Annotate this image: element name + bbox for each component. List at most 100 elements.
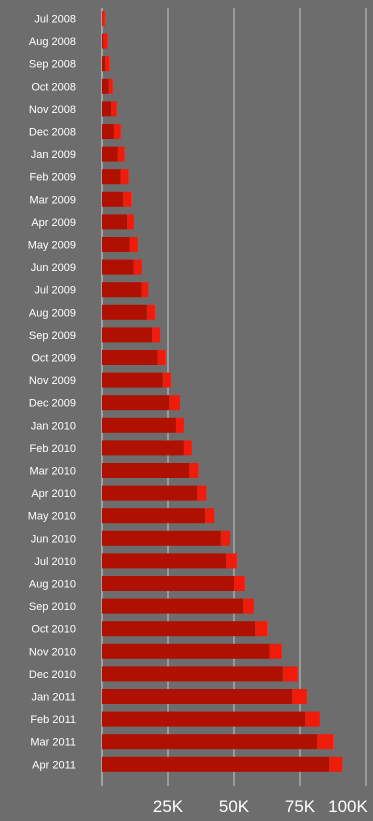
- x-tick-label: 75K: [285, 797, 316, 816]
- bar-segment-increment: [127, 214, 134, 230]
- bar-segment-main: [102, 756, 330, 772]
- bar-segment-increment: [133, 259, 142, 275]
- bar-segment-main: [102, 530, 221, 546]
- bar-segment-main: [102, 282, 142, 298]
- bar-segment-main: [102, 146, 118, 162]
- bar-segment-main: [102, 214, 128, 230]
- bar-segment-increment: [162, 372, 171, 388]
- bar-segment-main: [102, 350, 158, 365]
- bar-segment-increment: [152, 327, 161, 343]
- category-label: Jun 2009: [31, 262, 76, 274]
- bar-segment-main: [102, 666, 283, 682]
- category-label: Sep 2009: [29, 330, 76, 342]
- bar-segment-main: [102, 304, 147, 320]
- bar-segment-main: [102, 711, 306, 727]
- category-label: Sep 2010: [29, 601, 76, 613]
- category-label: Jul 2009: [34, 285, 76, 297]
- bar-segment-main: [102, 689, 293, 704]
- bar-segment-increment: [129, 237, 138, 252]
- bar-segment-increment: [183, 440, 192, 456]
- bar-segment-increment: [282, 666, 298, 682]
- bar-segment-main: [102, 417, 176, 433]
- category-label: Mar 2010: [30, 466, 76, 478]
- bar-segment-increment: [103, 33, 108, 49]
- category-label: Apr 2010: [31, 488, 76, 500]
- category-label: Apr 2009: [31, 217, 76, 229]
- x-tick-label: 25K: [153, 797, 184, 816]
- bar-segment-increment: [102, 11, 105, 26]
- category-label: Jan 2010: [31, 420, 76, 432]
- category-label: Jul 2008: [34, 14, 76, 26]
- category-label: Oct 2009: [31, 353, 76, 365]
- bar-segment-increment: [108, 78, 113, 94]
- bar-segment-main: [102, 259, 134, 275]
- bar-segment-increment: [105, 56, 110, 72]
- bar-segment-increment: [292, 689, 307, 704]
- category-label: Jul 2010: [34, 556, 76, 568]
- bar-segment-main: [102, 621, 256, 637]
- x-tick-label: 50K: [219, 797, 250, 816]
- bar-segment-main: [102, 643, 270, 659]
- bar-segment-increment: [243, 598, 254, 614]
- category-label: Mar 2011: [30, 737, 76, 749]
- x-tick-labels: 25K 50K 75K 100K: [153, 797, 369, 816]
- bar-segment-increment: [305, 711, 320, 727]
- bar-segment-increment: [226, 553, 237, 569]
- bar-segment-main: [102, 191, 124, 207]
- category-label: Jan 2011: [32, 692, 76, 704]
- category-label: Jun 2010: [31, 533, 76, 545]
- bar-segment-increment: [157, 350, 166, 365]
- bar-segment-main: [102, 553, 227, 569]
- bar-segment-main: [102, 598, 244, 614]
- bar-segment-increment: [329, 756, 343, 772]
- bar-segment-main: [102, 33, 104, 49]
- category-label: Nov 2009: [29, 375, 76, 387]
- bar-segment-main: [102, 237, 130, 252]
- category-label: Nov 2010: [29, 646, 76, 658]
- x-tick-label: 100K: [328, 797, 368, 816]
- category-label: Aug 2009: [29, 307, 76, 319]
- bar-segment-main: [102, 734, 318, 750]
- bar-segment-increment: [269, 643, 282, 659]
- category-label: Dec 2009: [29, 398, 76, 410]
- category-label: Feb 2011: [30, 714, 76, 726]
- bar-segment-increment: [220, 530, 231, 546]
- bar-segment-main: [102, 327, 153, 343]
- bar-segment-main: [102, 56, 106, 72]
- bar-segment-main: [102, 372, 163, 388]
- category-label: Aug 2008: [29, 36, 76, 48]
- bar-segment-increment: [141, 282, 149, 298]
- category-label: Sep 2008: [29, 59, 76, 71]
- bar-segment-main: [102, 78, 109, 94]
- bar-segment-main: [102, 440, 184, 456]
- bar-segment-increment: [234, 576, 245, 591]
- bar-segment-increment: [120, 169, 129, 185]
- bar-segment-main: [102, 395, 170, 411]
- category-label: Mar 2009: [30, 194, 76, 206]
- bar-segment-main: [102, 101, 112, 117]
- bar-segment-increment: [317, 734, 333, 750]
- bar-segment-increment: [113, 124, 121, 139]
- bar-segment-main: [102, 169, 121, 185]
- bar-segment-increment: [111, 101, 117, 117]
- category-label: Jan 2009: [31, 149, 76, 161]
- bars: [102, 11, 343, 772]
- bar-segment-main: [102, 463, 190, 478]
- category-label: Oct 2010: [31, 624, 76, 636]
- bar-segment-increment: [255, 621, 267, 637]
- category-label: Apr 2011: [32, 759, 76, 771]
- bar-segment-main: [102, 124, 114, 139]
- bar-segment-increment: [204, 508, 215, 524]
- category-label: May 2009: [28, 240, 76, 252]
- bar-segment-increment: [169, 395, 180, 411]
- bar-segment-increment: [123, 191, 132, 207]
- category-label: Feb 2010: [30, 443, 76, 455]
- bar-segment-increment: [175, 417, 184, 433]
- category-label: Oct 2008: [31, 81, 76, 93]
- category-label: Dec 2010: [29, 669, 76, 681]
- bar-segment-main: [102, 485, 198, 501]
- category-label: Dec 2008: [29, 127, 76, 139]
- category-label: Nov 2008: [29, 104, 76, 116]
- bar-segment-main: [102, 508, 205, 524]
